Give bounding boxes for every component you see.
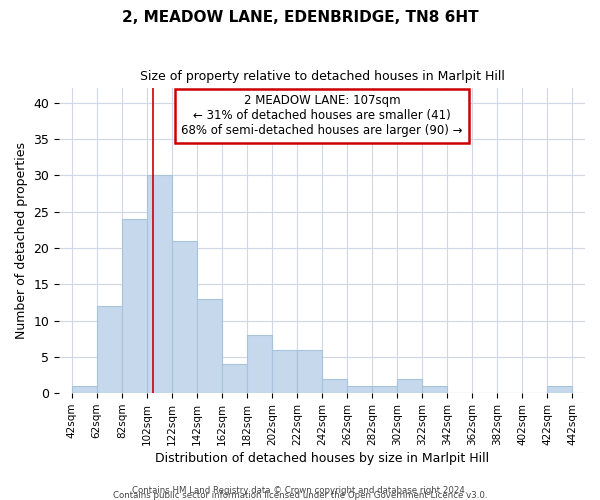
Text: 2 MEADOW LANE: 107sqm
← 31% of detached houses are smaller (41)
68% of semi-deta: 2 MEADOW LANE: 107sqm ← 31% of detached … — [181, 94, 463, 138]
Title: Size of property relative to detached houses in Marlpit Hill: Size of property relative to detached ho… — [140, 70, 505, 83]
Bar — [347, 386, 372, 393]
Bar — [297, 350, 322, 393]
Text: Contains HM Land Registry data © Crown copyright and database right 2024.: Contains HM Land Registry data © Crown c… — [132, 486, 468, 495]
Bar — [122, 219, 147, 393]
Text: Contains public sector information licensed under the Open Government Licence v3: Contains public sector information licen… — [113, 491, 487, 500]
Bar — [397, 378, 422, 393]
Bar — [147, 176, 172, 393]
Bar — [322, 378, 347, 393]
Bar — [247, 335, 272, 393]
Bar — [547, 386, 572, 393]
Bar — [222, 364, 247, 393]
Bar — [97, 306, 122, 393]
Y-axis label: Number of detached properties: Number of detached properties — [15, 142, 28, 340]
Text: 2, MEADOW LANE, EDENBRIDGE, TN8 6HT: 2, MEADOW LANE, EDENBRIDGE, TN8 6HT — [122, 10, 478, 25]
Bar — [71, 386, 97, 393]
Bar — [172, 241, 197, 393]
Bar — [422, 386, 447, 393]
X-axis label: Distribution of detached houses by size in Marlpit Hill: Distribution of detached houses by size … — [155, 452, 489, 465]
Bar — [372, 386, 397, 393]
Bar — [197, 299, 222, 393]
Bar — [272, 350, 297, 393]
